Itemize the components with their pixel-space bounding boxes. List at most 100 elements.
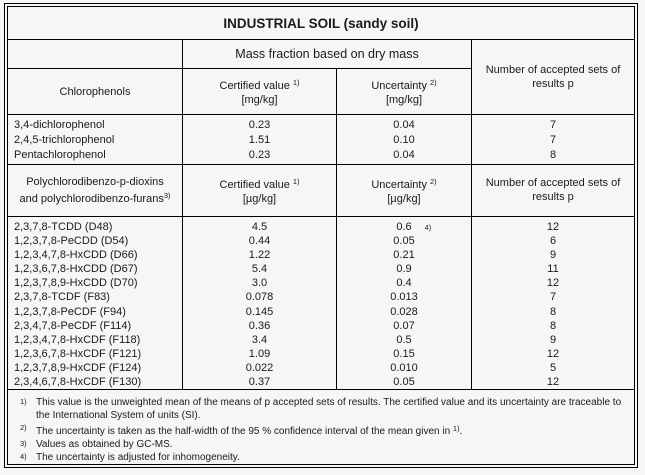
page-title: INDUSTRIAL SOIL (sandy soil) [7,6,635,40]
certified-value: 4.5 [251,220,268,233]
accepted-sets-value: 9 [549,333,557,346]
column-header-chlorophenols: Chlorophenols [7,68,183,115]
uncertainty-value: 0.013 [390,291,418,304]
certified-value: 0.37 [248,376,271,389]
footnote-marker: 2) [20,423,27,433]
compound-name: 2,3,7,8-TCDD (D48) [14,220,113,233]
compound-name: 1,2,3,7,8,9-HxCDD (D70) [14,277,138,290]
accepted-sets-value: 8 [549,319,557,332]
compound-name: 1,2,3,7,8,9-HxCDF (F124) [14,362,142,375]
accepted-sets-value: 12 [546,376,560,389]
compound-name: 2,3,4,6,7,8-HxCDF (F130) [14,376,142,389]
accepted-sets-column: 7 7 8 [471,114,635,165]
accepted-sets-value: 12 [546,277,560,290]
uncertainty-value: 0.5 [396,333,412,346]
uncertainty-value: 0.028 [390,305,418,318]
compound-name: 1,2,3,4,7,8-HxCDF (F118) [14,333,141,346]
mass-fraction-row: Mass fraction based on dry mass Number o… [7,39,635,115]
certified-value: 0.23 [248,119,271,131]
footnote: 1) This value is the unweighted mean of t… [19,396,624,422]
certified-value: 3.4 [251,333,268,346]
footnote-ref: 1) [292,176,300,186]
compound-name: 1,2,3,4,7,8-HxCDD (D66) [14,248,138,261]
section-name-line2: and polychlorodibenzo-furans [19,192,164,205]
column-header-certified-value: Certified value 1) [µg/kg] [182,163,337,217]
uncertainty-value: 0.6 4) [338,220,471,234]
footnote-ref: 3) [163,190,171,200]
uncertainty-value: 0.21 [393,248,415,261]
column-header-certified-value: Certified value 1) [mg/kg] [182,68,337,115]
uncertainty-column: 0.6 4) 0.05 0.21 0.9 0.4 0.013 0.028 0.07 0.5 0.15… [336,215,472,391]
certified-value: 3.0 [251,277,268,290]
compound-name-column: 3,4-dichlorophenol 2,4,5-trichlorophenol P… [7,114,183,165]
footnote-ref: 4) [424,222,432,232]
header-label: Certified value [219,178,290,191]
uncertainty-value: 0.04 [393,119,415,131]
certified-value: 1.51 [248,134,271,147]
footnote-marker: 1) [20,397,27,407]
header-label: Certified value [219,80,290,92]
chlorophenols-header-row: Chlorophenols Certified value 1) [mg/kg] … [7,68,635,115]
certified-value: 1.22 [248,248,271,261]
uncertainty-value: 0.15 [393,348,415,361]
footnote-text: The uncertainty is taken as the half-wid… [36,426,453,438]
accepted-sets-column: 12 6 9 11 12 7 8 8 9 12 5 12 [471,215,635,391]
footnotes-row: 1) This value is the unweighted mean of t… [7,389,635,466]
accepted-sets-value: 7 [549,134,557,147]
compound-name-column: 2,3,7,8-TCDD (D48) 1,2,3,7,8-PeCDD (D54) 1… [7,215,183,391]
certified-value-column: 4.5 0.44 1.22 5.4 3.0 0.078 0.145 0.36 3.4 1.09 0.… [182,215,337,391]
uncertainty-value: 0.04 [393,149,415,162]
certified-value: 0.022 [245,362,274,375]
dioxins-header-row: Polychlorodibenzo-p-dioxins and polychlo… [7,163,635,217]
accepted-sets-header: Number of accepted sets of results p [471,163,635,217]
compound-name: 3,4-dichlorophenol [14,119,105,131]
dioxins-data-row: 2,3,7,8-TCDD (D48) 1,2,3,7,8-PeCDD (D54) 1… [7,215,635,391]
footnotes-area: 1) This value is the unweighted mean of t… [7,389,635,466]
header-unit: [mg/kg] [241,94,278,106]
accepted-sets-header: Number of accepted sets of results p [471,39,635,115]
uncertainty-value: 0.07 [393,319,415,332]
footnote-ref: 1) [292,78,300,87]
footnote-ref: 2) [429,176,437,186]
compound-name: 2,3,7,8-TCDF (F83) [14,291,110,304]
footnote-marker: 4) [20,452,27,462]
accepted-sets-value: 9 [549,248,557,261]
section-name-line1: Polychlorodibenzo-p-dioxins [26,175,164,188]
footnote-text-tail: . [459,426,463,438]
uncertainty-value: 0.05 [393,234,415,247]
footnote-text: This value is the unweighted mean of the… [36,397,622,422]
uncertainty-column: 0.04 0.10 0.04 [336,114,472,165]
footnote: 2) The uncertainty is taken as the half-w… [19,422,624,438]
uncertainty-value: 0.10 [393,134,415,147]
footnote: 3) Values as obtained by GC-MS. [19,438,624,451]
column-header-dioxins: Polychlorodibenzo-p-dioxins and polychlo… [7,163,183,217]
certified-value: 0.145 [245,305,274,318]
title-row: INDUSTRIAL SOIL (sandy soil) [7,6,635,40]
certified-value: 0.36 [248,319,271,332]
compound-name: 1,2,3,6,7,8-HxCDD (D67) [14,263,138,276]
section-name: Chlorophenols [59,85,131,98]
accepted-sets-value: 8 [549,149,557,162]
certified-value: 0.44 [248,234,271,247]
footnote-text: Values as obtained by GC-MS. [36,439,173,451]
compound-name: 1,2,3,7,8-PeCDD (D54) [14,234,129,247]
uncertainty-value: 0.010 [390,362,418,375]
accepted-sets-value: 12 [546,220,560,233]
compound-name: Pentachlorophenol [14,149,106,162]
accepted-sets-value: 12 [546,348,560,361]
certified-value: 0.23 [248,149,271,162]
accepted-sets-value: 7 [549,119,557,131]
certificate-table-frame: INDUSTRIAL SOIL (sandy soil) Mass fracti… [4,3,638,468]
column-header-uncertainty: Uncertainty 2) [µg/kg] [336,163,472,217]
compound-name: 2,3,4,7,8-PeCDF (F114) [14,319,132,332]
certified-value: 1.09 [248,348,271,361]
header-unit: [µg/kg] [387,192,421,205]
empty-cell [7,39,183,69]
header-label: Uncertainty [371,80,427,92]
footnote-ref: 2) [429,78,437,87]
uncertainty-value: 0.4 [396,277,412,290]
footnote: 4) The uncertainty is adjusted for inhomo… [19,451,624,464]
uncertainty-value: 0.05 [393,376,415,389]
certified-value: 0.078 [245,291,274,304]
footnote-marker: 3) [20,439,27,449]
